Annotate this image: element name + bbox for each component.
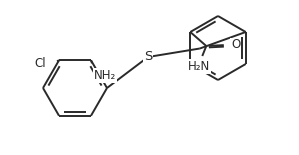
Text: NH₂: NH₂	[94, 69, 116, 82]
Text: H₂N: H₂N	[188, 60, 210, 73]
Text: S: S	[144, 51, 152, 64]
Text: Cl: Cl	[34, 57, 46, 70]
Text: O: O	[231, 38, 240, 51]
